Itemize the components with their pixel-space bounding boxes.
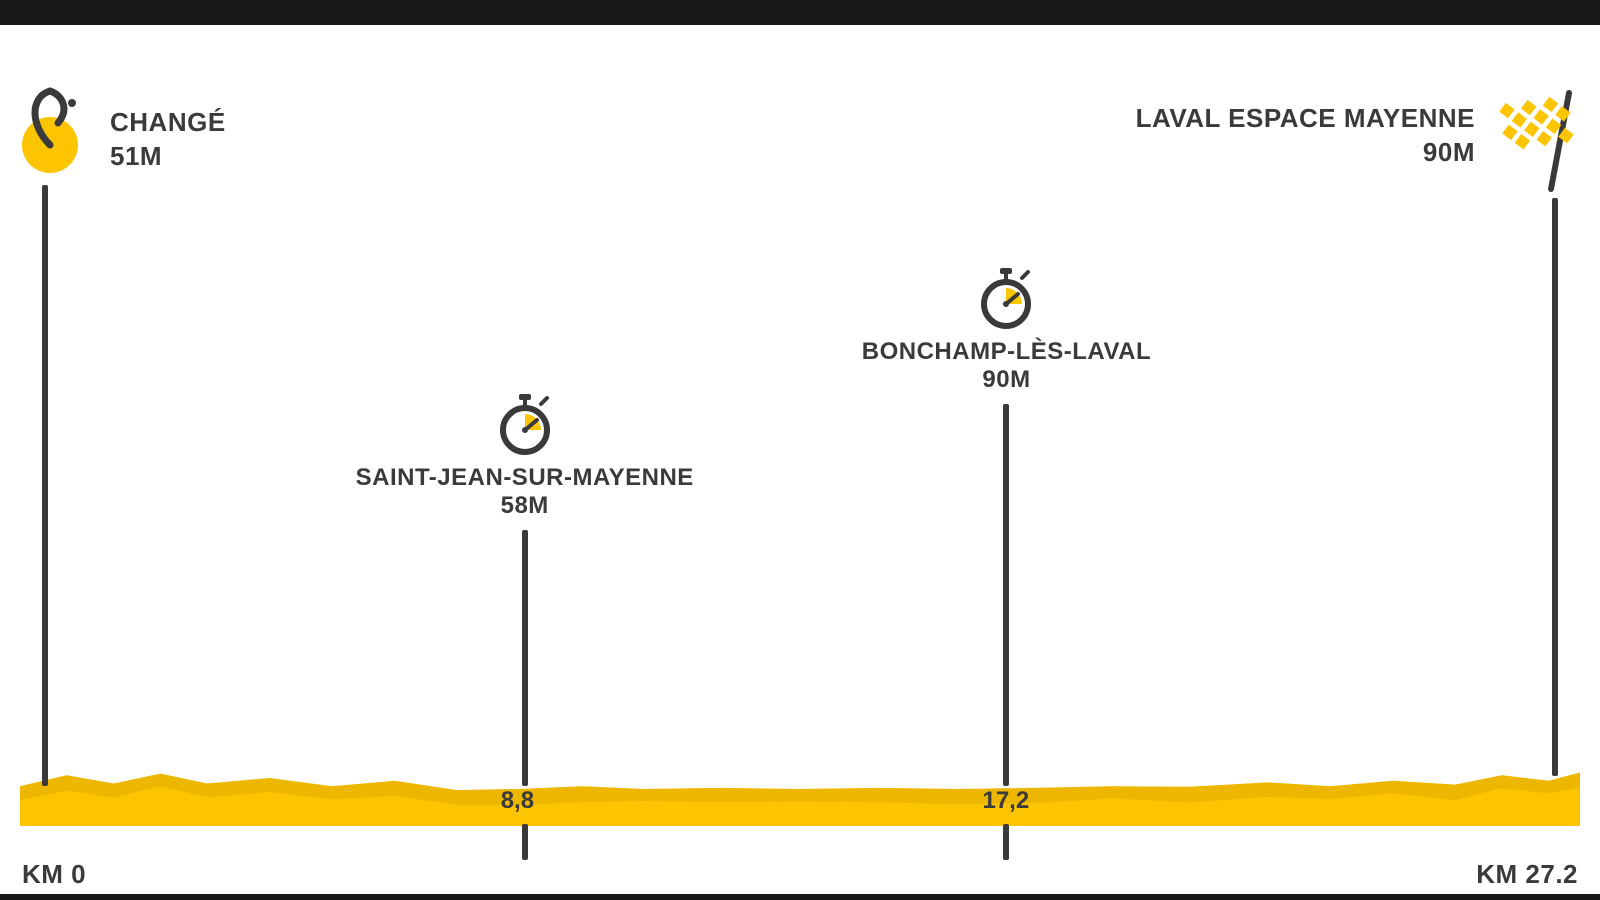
km-tick-label: 17,2 <box>982 787 1029 815</box>
km-tick <box>1003 824 1009 860</box>
start-marker-stem <box>42 185 48 786</box>
letterbox-bar <box>0 0 1600 25</box>
checkpoint-marker-stem <box>522 530 528 786</box>
letterbox-bar <box>0 894 1600 900</box>
stage-elevation-profile: CHANGÉ 51M LAVAL ESPACE MAYENNE 90M <box>0 0 1600 900</box>
checkpoint-elevation: 58M <box>345 492 705 520</box>
km-tick <box>522 824 528 860</box>
finish-elevation: 90M <box>1136 134 1475 170</box>
checkpoint-marker-stem <box>1003 404 1009 786</box>
km-end-label: KM 27.2 <box>1476 859 1578 890</box>
checkpoint-name: SAINT-JEAN-SUR-MAYENNE <box>345 464 705 492</box>
start-name: CHANGÉ <box>110 107 226 138</box>
checkpoint: BONCHAMP-LÈS-LAVAL 90M <box>826 266 1186 394</box>
start-elevation: 51M <box>110 138 226 174</box>
stopwatch-icon <box>497 392 553 456</box>
finish-marker-stem <box>1552 198 1558 776</box>
km-start-label: KM 0 <box>22 859 86 890</box>
checkpoint-name: BONCHAMP-LÈS-LAVAL <box>826 338 1186 366</box>
checkpoint-elevation: 90M <box>826 366 1186 394</box>
km-tick-label: 8,8 <box>501 787 534 815</box>
start-flag-icon <box>20 85 88 177</box>
finish-name: LAVAL ESPACE MAYENNE <box>1136 103 1475 134</box>
checkpoint: SAINT-JEAN-SUR-MAYENNE 58M <box>345 392 705 520</box>
start-location: CHANGÉ 51M <box>20 85 226 177</box>
stopwatch-icon <box>978 266 1034 330</box>
finish-location: LAVAL ESPACE MAYENNE 90M <box>1136 85 1580 195</box>
finish-flag-icon <box>1495 85 1580 195</box>
